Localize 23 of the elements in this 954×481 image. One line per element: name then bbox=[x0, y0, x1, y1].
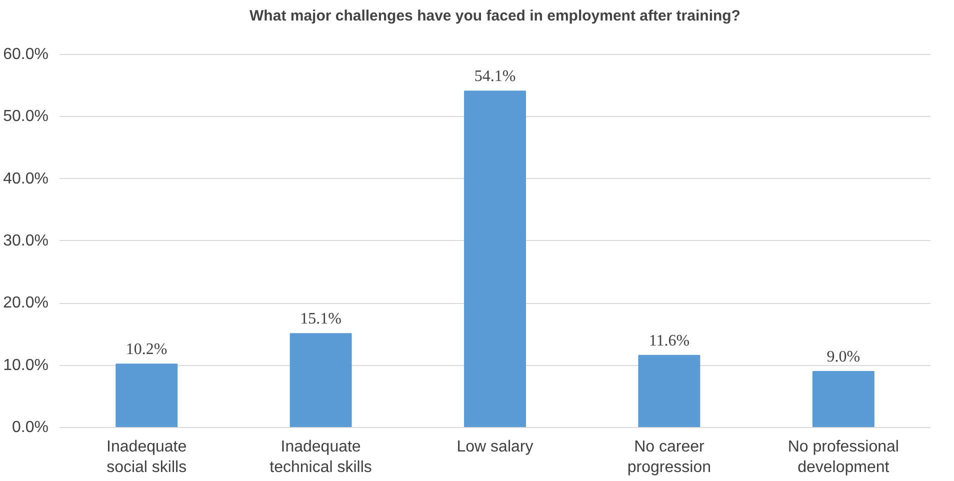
x-tick-label: No career progression bbox=[627, 438, 712, 476]
y-tick-label: 10.0% bbox=[3, 356, 49, 374]
x-tick-label: Inadequate technical skills bbox=[270, 438, 372, 476]
x-tick-label: Inadequate social skills bbox=[106, 438, 187, 476]
chart-title: What major challenges have you faced in employment after training? bbox=[250, 8, 740, 24]
data-label: 11.6% bbox=[648, 332, 690, 350]
x-tick-label: No professional development bbox=[788, 438, 899, 476]
bar bbox=[116, 364, 178, 428]
data-label: 54.1% bbox=[474, 68, 516, 86]
bar bbox=[638, 354, 700, 428]
data-label: 15.1% bbox=[300, 310, 342, 328]
y-tick-label: 0.0% bbox=[12, 419, 48, 436]
bar bbox=[812, 371, 874, 428]
y-tick-label: 60.0% bbox=[3, 46, 49, 63]
y-tick-label: 20.0% bbox=[3, 294, 49, 312]
y-tick-label: 30.0% bbox=[3, 232, 49, 250]
bar bbox=[464, 90, 526, 428]
y-tick-label: 40.0% bbox=[3, 170, 49, 188]
bar bbox=[290, 333, 352, 428]
data-label: 9.0% bbox=[826, 348, 860, 366]
x-tick-label: Low salary bbox=[456, 438, 534, 456]
data-label: 10.2% bbox=[126, 341, 168, 358]
y-tick-label: 50.0% bbox=[3, 108, 49, 126]
